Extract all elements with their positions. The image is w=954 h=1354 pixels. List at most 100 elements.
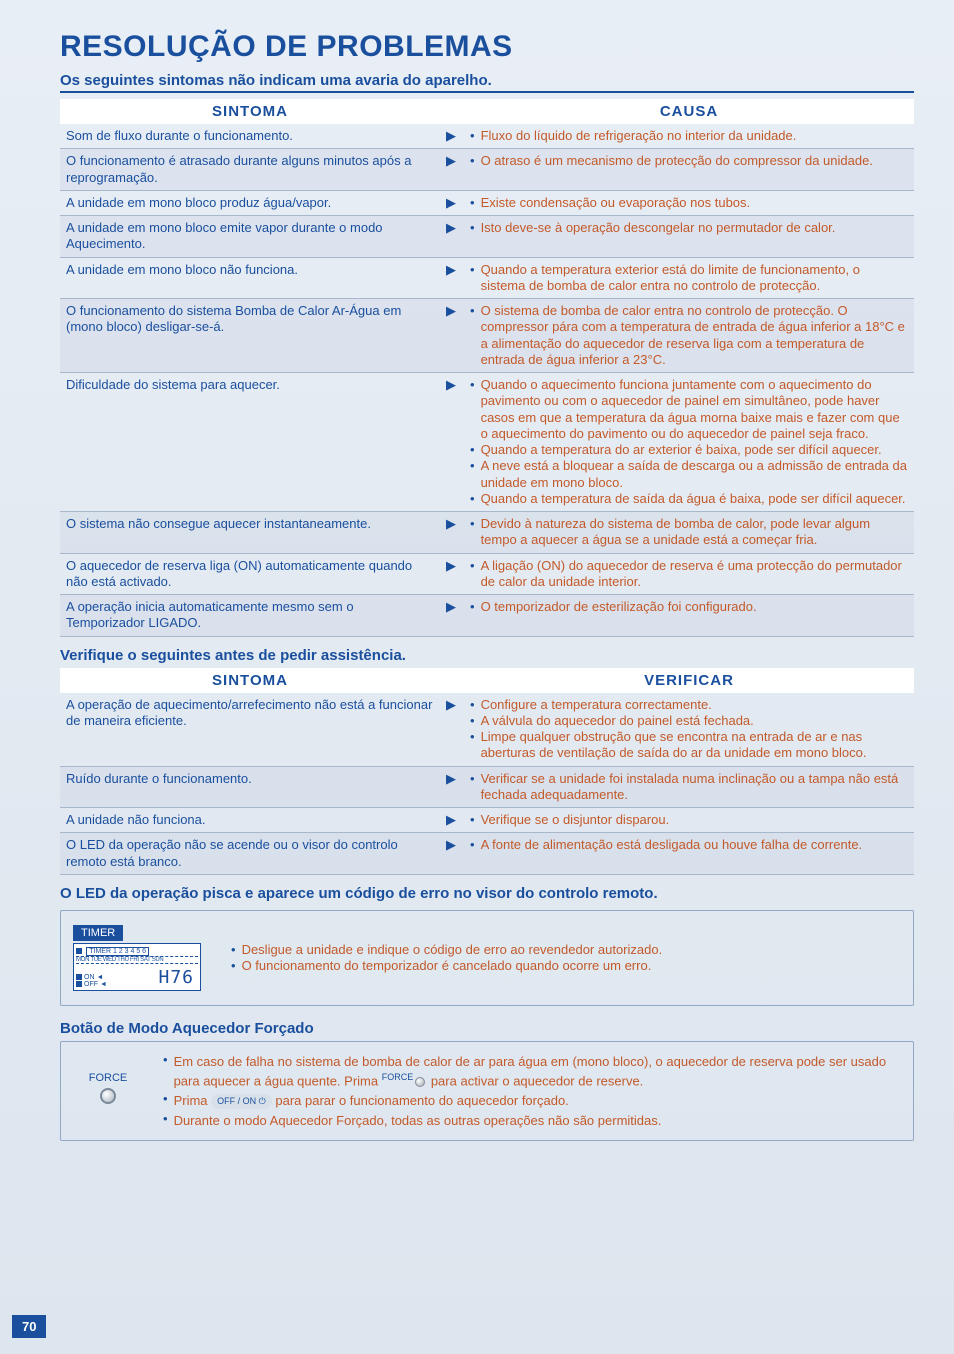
bullet-icon: •	[470, 303, 475, 319]
cause-item: • Verifique se o disjuntor disparou.	[470, 812, 908, 828]
table-row: O funcionamento é atrasado durante algun…	[60, 149, 914, 191]
arrow-icon: ▶	[440, 373, 464, 512]
symptom-cell: Som de fluxo durante o funcionamento.	[60, 124, 440, 149]
force-line-2: Prima OFF / ON ⏻ para parar o funcioname…	[174, 1091, 569, 1111]
table-row: O funcionamento do sistema Bomba de Calo…	[60, 299, 914, 373]
arrow-icon: ▶	[440, 553, 464, 595]
cause-text: Quando o aquecimento funciona juntamente…	[481, 377, 908, 442]
symptom-cell: Ruído durante o funcionamento.	[60, 766, 440, 808]
bullet-icon: •	[470, 812, 475, 828]
bullet-icon: •	[470, 516, 475, 532]
cause-text: A ligação (ON) do aquecedor de reserva é…	[481, 558, 908, 591]
page-subtitle: Os seguintes sintomas não indicam uma av…	[60, 72, 914, 93]
symptom-cell: A unidade em mono bloco não funciona.	[60, 257, 440, 299]
th-sintoma2: SINTOMA	[60, 668, 440, 693]
symptom-cause-table: SINTOMA CAUSA Som de fluxo durante o fun…	[60, 99, 914, 637]
inline-offon-button: OFF / ON ⏻	[211, 1094, 272, 1110]
arrow-icon: ▶	[440, 190, 464, 215]
arrow-icon: ▶	[440, 595, 464, 637]
th-causa: CAUSA	[464, 99, 914, 124]
bullet-icon: •	[470, 442, 475, 458]
arrow-icon: ▶	[440, 693, 464, 767]
cause-cell: • Devido à natureza do sistema de bomba d…	[464, 512, 914, 554]
cause-text: A fonte de alimentação está desligada ou…	[481, 837, 863, 853]
cause-item: •Fluxo do líquido de refrigeração no int…	[470, 128, 908, 144]
timer-inner-label: TIMER	[89, 948, 111, 955]
force-button-graphic: FORCE	[73, 1072, 143, 1104]
cause-item: •Verificar se a unidade foi instalada nu…	[470, 771, 908, 804]
symptom-cell: A operação de aquecimento/arrefecimento …	[60, 693, 440, 767]
table-row: O aquecedor de reserva liga (ON) automat…	[60, 553, 914, 595]
bullet-icon: •	[470, 771, 475, 787]
cause-text: A válvula do aquecedor do painel está fe…	[481, 713, 754, 729]
page-title: RESOLUÇÃO DE PROBLEMAS	[60, 30, 914, 64]
cause-text: Quando a temperatura de saída da água é …	[481, 491, 906, 507]
cause-text: O sistema de bomba de calor entra no con…	[481, 303, 908, 368]
cause-cell: •O temporizador de esterilização foi con…	[464, 595, 914, 637]
led-section-title: O LED da operação pisca e aparece um cód…	[60, 885, 914, 902]
cause-item: •O atraso é um mecanismo de protecção do…	[470, 153, 908, 169]
table-row: A unidade em mono bloco produz água/vapo…	[60, 190, 914, 215]
cause-item: • Quando o aquecimento funciona juntament…	[470, 377, 908, 442]
bullet-icon: •	[470, 377, 475, 393]
symptom-cell: O funcionamento é atrasado durante algun…	[60, 149, 440, 191]
timer-diagram: TIMER TIMER 1 2 3 4 5 6 MON TUE WED THU …	[73, 923, 213, 993]
cause-text: Verifique se o disjuntor disparou.	[481, 812, 670, 828]
led-bullet-2: O funcionamento do temporizador é cancel…	[242, 958, 652, 973]
table-row: A unidade não funciona.▶ • Verifique se o …	[60, 808, 914, 833]
cause-cell: • A ligação (ON) do aquecedor de reserva …	[464, 553, 914, 595]
arrow-icon: ▶	[440, 149, 464, 191]
cause-cell: •O atraso é um mecanismo de protecção do…	[464, 149, 914, 191]
bullet-icon: •	[470, 837, 475, 853]
table-row: A unidade em mono bloco emite vapor dura…	[60, 216, 914, 258]
on-square	[76, 974, 82, 980]
cause-cell: • A fonte de alimentação está desligada o…	[464, 833, 914, 875]
cause-item: •O temporizador de esterilização foi con…	[470, 599, 908, 615]
timer-off: OFF	[84, 981, 98, 988]
force-line-3: Durante o modo Aquecedor Forçado, todas …	[174, 1111, 662, 1131]
timer-top-label: TIMER	[73, 925, 123, 941]
cause-cell: •Quando a temperatura exterior está do l…	[464, 257, 914, 299]
error-code: H76	[158, 967, 194, 988]
cause-text: Devido à natureza do sistema de bomba de…	[481, 516, 908, 549]
arrow-icon: ▶	[440, 766, 464, 808]
bullet-icon: •	[470, 599, 475, 615]
symptom-cell: O sistema não consegue aquecer instantan…	[60, 512, 440, 554]
arrow-icon: ▶	[440, 124, 464, 149]
symptom-cell: A unidade em mono bloco produz água/vapo…	[60, 190, 440, 215]
force-box: FORCE • Em caso de falha no sistema de b…	[60, 1041, 914, 1141]
led-bullet-1: Desligue a unidade e indique o código de…	[242, 942, 663, 957]
cause-item: •A válvula do aquecedor do painel está f…	[470, 713, 908, 729]
symptom-cell: A unidade em mono bloco emite vapor dura…	[60, 216, 440, 258]
arrow-icon: ▶	[440, 808, 464, 833]
force-line-1: Em caso de falha no sistema de bomba de …	[174, 1052, 901, 1091]
cause-cell: • Isto deve-se à operação descongelar no …	[464, 216, 914, 258]
th-sintoma: SINTOMA	[60, 99, 440, 124]
cause-text: Quando a temperatura exterior está do li…	[481, 262, 908, 295]
th-verificar: VERIFICAR	[464, 668, 914, 693]
th-spacer	[440, 99, 464, 124]
bullet-icon: •	[470, 729, 475, 745]
arrow-icon: ▶	[440, 257, 464, 299]
timer-days: MON TUE WED THU FRI SAT SUN	[76, 956, 198, 964]
force-text: • Em caso de falha no sistema de bomba d…	[163, 1052, 901, 1130]
cause-text: Isto deve-se à operação descongelar no p…	[481, 220, 836, 236]
arrow-icon: ▶	[440, 833, 464, 875]
force-section-title: Botão de Modo Aquecedor Forçado	[60, 1020, 914, 1037]
timer-panel: TIMER 1 2 3 4 5 6 MON TUE WED THU FRI SA…	[73, 943, 201, 991]
th-spacer2	[440, 668, 464, 693]
symptom-cell: A operação inicia automaticamente mesmo …	[60, 595, 440, 637]
cause-item: • O sistema de bomba de calor entra no co…	[470, 303, 908, 368]
cause-item: •Limpe qualquer obstrução que se encontr…	[470, 729, 908, 762]
symptom-cell: A unidade não funciona.	[60, 808, 440, 833]
cause-item: •A neve está a bloquear a saída de desca…	[470, 458, 908, 491]
bullet-icon: •	[470, 153, 475, 169]
arrow-icon: ▶	[440, 512, 464, 554]
bullet-icon: •	[470, 558, 475, 574]
table-row: Ruído durante o funcionamento.▶•Verifica…	[60, 766, 914, 808]
force-section: Botão de Modo Aquecedor Forçado FORCE • …	[60, 1020, 914, 1141]
table-row: A unidade em mono bloco não funciona.▶•Q…	[60, 257, 914, 299]
led-text: •Desligue a unidade e indique o código d…	[231, 942, 662, 975]
bullet-icon: •	[470, 220, 475, 236]
page-number: 70	[12, 1315, 46, 1338]
